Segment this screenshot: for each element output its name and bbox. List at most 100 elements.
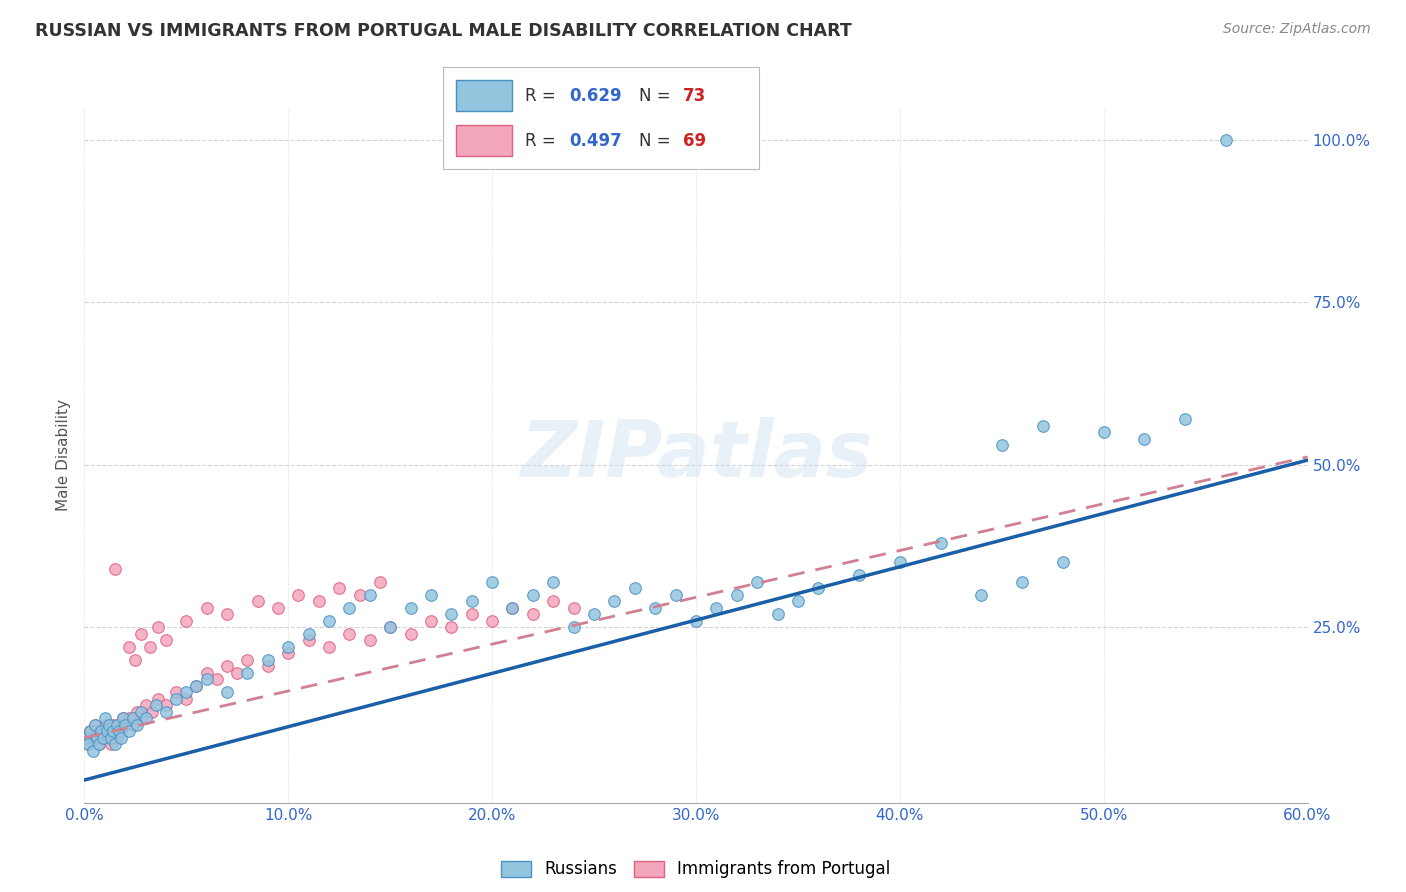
Point [461, 594, 484, 608]
Point [112, 711, 135, 725]
Point [205, 672, 228, 686]
Point [100, 731, 122, 745]
Point [195, 672, 218, 686]
Point [87, 737, 110, 751]
Point [685, 614, 707, 628]
Point [522, 607, 544, 622]
Point [83, 718, 105, 732]
Text: R =: R = [526, 132, 561, 150]
Point [257, 659, 280, 673]
Point [1215, 132, 1237, 146]
Point [155, 705, 177, 719]
Point [127, 705, 149, 719]
Point [75, 731, 97, 745]
Point [146, 620, 169, 634]
Text: ZIPatlas: ZIPatlas [520, 417, 872, 493]
Point [118, 640, 141, 654]
Point [318, 614, 340, 628]
Point [747, 574, 769, 589]
Point [217, 659, 239, 673]
Point [991, 438, 1014, 452]
Point [562, 620, 585, 634]
Y-axis label: Male Disability: Male Disability [56, 399, 72, 511]
Point [226, 665, 249, 680]
Point [766, 607, 789, 622]
Point [155, 698, 177, 713]
Point [86, 731, 108, 745]
Point [644, 600, 666, 615]
Point [420, 614, 443, 628]
Point [93, 718, 117, 732]
Point [624, 581, 647, 595]
Point [399, 600, 422, 615]
Point [118, 711, 141, 725]
Point [339, 626, 361, 640]
Point [100, 737, 122, 751]
Legend: Russians, Immigrants from Portugal: Russians, Immigrants from Portugal [495, 854, 897, 885]
Point [440, 607, 463, 622]
Point [131, 711, 153, 725]
Point [118, 724, 141, 739]
Point [114, 718, 136, 732]
Point [176, 691, 198, 706]
Point [90, 724, 112, 739]
Point [101, 718, 124, 732]
Text: N =: N = [640, 87, 676, 104]
Point [82, 744, 104, 758]
Point [82, 731, 104, 745]
Point [502, 600, 524, 615]
Point [77, 737, 100, 751]
Point [155, 633, 177, 648]
Point [807, 581, 830, 595]
Point [105, 718, 128, 732]
Point [481, 574, 503, 589]
Point [461, 607, 484, 622]
Point [267, 600, 290, 615]
Point [318, 640, 340, 654]
Point [359, 633, 381, 648]
Point [399, 626, 422, 640]
Text: RUSSIAN VS IMMIGRANTS FROM PORTUGAL MALE DISABILITY CORRELATION CHART: RUSSIAN VS IMMIGRANTS FROM PORTUGAL MALE… [35, 22, 852, 40]
Point [522, 588, 544, 602]
Point [1092, 425, 1115, 439]
Point [101, 724, 124, 739]
Point [583, 607, 606, 622]
Point [131, 626, 153, 640]
Point [848, 568, 870, 582]
Text: 69: 69 [683, 132, 706, 150]
Point [83, 718, 105, 732]
Point [349, 588, 371, 602]
Point [104, 724, 127, 739]
Point [970, 588, 993, 602]
Point [131, 705, 153, 719]
Point [217, 607, 239, 622]
Point [138, 640, 160, 654]
Point [165, 685, 187, 699]
Point [104, 562, 127, 576]
Point [127, 718, 149, 732]
Point [97, 724, 120, 739]
Point [706, 600, 728, 615]
FancyBboxPatch shape [456, 80, 512, 111]
Point [328, 581, 350, 595]
Text: 0.629: 0.629 [569, 87, 621, 104]
Point [91, 731, 114, 745]
Point [287, 588, 309, 602]
Point [176, 685, 198, 699]
Point [195, 665, 218, 680]
Point [108, 724, 131, 739]
Point [603, 594, 626, 608]
Point [1133, 432, 1156, 446]
Point [308, 594, 330, 608]
Point [146, 691, 169, 706]
Point [1174, 412, 1197, 426]
Point [86, 724, 108, 739]
Point [165, 691, 187, 706]
Point [135, 711, 157, 725]
Point [79, 724, 101, 739]
Point [380, 620, 402, 634]
Point [725, 588, 748, 602]
Text: N =: N = [640, 132, 676, 150]
Point [236, 653, 259, 667]
Point [502, 600, 524, 615]
